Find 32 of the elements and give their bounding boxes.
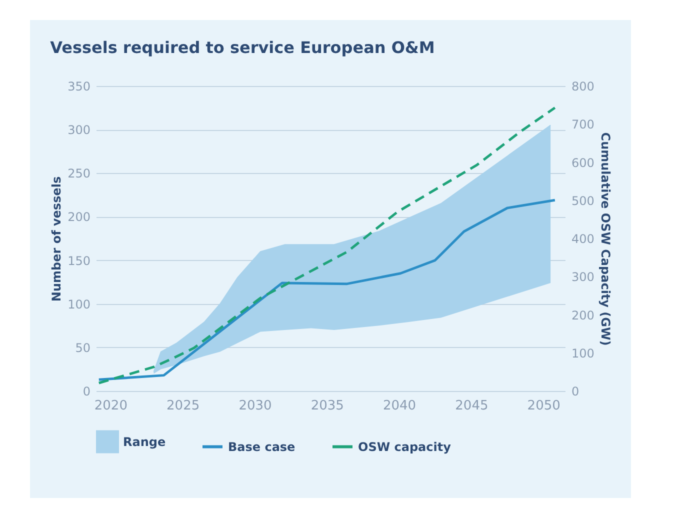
y2-tick-label: 600 <box>572 156 594 170</box>
y2-tick-label: 300 <box>572 270 594 284</box>
y2-tick-label: 700 <box>572 118 594 132</box>
y2-axis-title: Cumulative OSW Capacity (GW) <box>598 132 612 346</box>
line-series <box>98 198 556 381</box>
y-tick-label: 50 <box>75 340 90 355</box>
x-tick-label: 2030 <box>238 398 272 414</box>
legend-label: Range <box>123 434 166 449</box>
x-tick-label: 2020 <box>94 398 128 414</box>
x-tick-label: 2035 <box>310 398 344 414</box>
chart-title: Vessels required to service European O&M <box>50 38 435 57</box>
x-tick-label: 2050 <box>527 398 560 414</box>
y-axis-title: Number of vessels <box>50 176 64 302</box>
x-tick-label: 2045 <box>455 398 488 414</box>
y2-tick-label: 800 <box>572 80 594 94</box>
y2-tick-label: 200 <box>572 308 594 322</box>
y-tick-label: 200 <box>68 210 90 224</box>
x-tick-label: 2040 <box>383 398 416 414</box>
y2-tick-label: 500 <box>572 194 594 208</box>
y-tick-label: 300 <box>68 123 90 138</box>
x-tick-label: 2025 <box>166 398 200 414</box>
y-tick-label: 150 <box>68 254 90 268</box>
legend-label: Base case <box>228 440 296 454</box>
y-tick-label: 100 <box>68 297 90 312</box>
line-series <box>98 106 556 384</box>
y2-tick-label: 100 <box>572 346 594 360</box>
y-tick-label: 0 <box>82 384 90 398</box>
y2-tick-label: 400 <box>572 232 594 246</box>
y-tick-label: 350 <box>68 80 90 94</box>
y2-tick-label: 0 <box>572 384 580 398</box>
legend-label: OSW capacity <box>358 440 452 454</box>
y-tick-label: 250 <box>68 166 90 181</box>
